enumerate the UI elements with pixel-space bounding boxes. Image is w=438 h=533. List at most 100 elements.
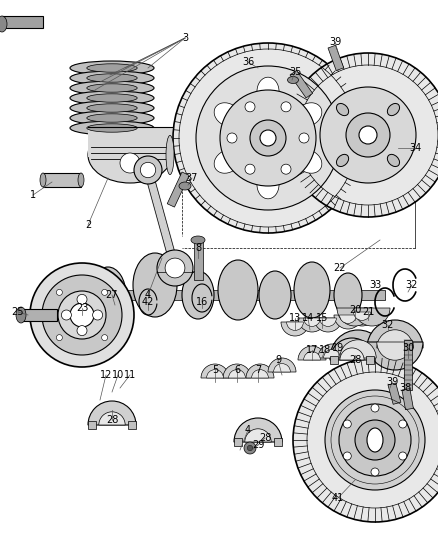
Wedge shape <box>354 308 390 326</box>
Circle shape <box>102 335 108 341</box>
Ellipse shape <box>87 124 137 132</box>
Ellipse shape <box>70 91 154 105</box>
Ellipse shape <box>336 103 349 116</box>
Ellipse shape <box>87 104 137 112</box>
Bar <box>274 438 282 446</box>
Ellipse shape <box>70 111 154 125</box>
Circle shape <box>42 275 122 355</box>
Bar <box>404 340 412 390</box>
Text: 13: 13 <box>289 313 301 323</box>
Circle shape <box>157 250 193 286</box>
Wedge shape <box>304 352 321 360</box>
Ellipse shape <box>70 61 154 75</box>
Bar <box>19 309 57 321</box>
Circle shape <box>245 102 255 112</box>
Wedge shape <box>367 320 423 348</box>
Ellipse shape <box>218 260 258 320</box>
Circle shape <box>165 258 185 278</box>
Ellipse shape <box>40 173 46 187</box>
Wedge shape <box>274 364 290 372</box>
Ellipse shape <box>0 16 7 32</box>
Bar <box>366 356 374 364</box>
Wedge shape <box>353 312 371 320</box>
Circle shape <box>346 113 390 157</box>
Circle shape <box>92 310 102 320</box>
Text: 6: 6 <box>234 365 240 375</box>
Circle shape <box>399 420 407 428</box>
Wedge shape <box>377 342 413 360</box>
Bar <box>234 438 242 446</box>
Text: 17: 17 <box>306 345 318 355</box>
Circle shape <box>120 153 140 173</box>
Text: 12: 12 <box>100 370 112 380</box>
Text: 25: 25 <box>12 307 24 317</box>
Text: 9: 9 <box>275 355 281 365</box>
Circle shape <box>227 133 237 143</box>
Circle shape <box>325 390 425 490</box>
Text: 19: 19 <box>332 343 344 353</box>
Ellipse shape <box>259 271 291 319</box>
Circle shape <box>299 133 309 143</box>
Circle shape <box>250 120 286 156</box>
Bar <box>88 421 96 429</box>
Wedge shape <box>330 338 374 360</box>
Ellipse shape <box>387 155 399 166</box>
Text: 22: 22 <box>334 263 346 273</box>
Text: 3: 3 <box>182 33 188 43</box>
Wedge shape <box>339 315 357 324</box>
Wedge shape <box>298 346 326 360</box>
Circle shape <box>320 87 416 183</box>
Text: 15: 15 <box>316 313 328 323</box>
Bar <box>388 383 401 405</box>
Wedge shape <box>251 369 268 378</box>
Ellipse shape <box>214 103 241 126</box>
Ellipse shape <box>87 114 137 122</box>
Wedge shape <box>367 342 423 370</box>
Circle shape <box>77 326 87 336</box>
Bar <box>290 70 313 98</box>
Wedge shape <box>246 364 274 378</box>
Text: 16: 16 <box>196 297 208 307</box>
Ellipse shape <box>182 271 214 319</box>
Text: 36: 36 <box>242 57 254 67</box>
Wedge shape <box>234 418 282 442</box>
Text: 23: 23 <box>76 303 88 313</box>
Ellipse shape <box>294 262 330 318</box>
Bar <box>194 240 203 280</box>
Wedge shape <box>201 364 229 378</box>
Wedge shape <box>298 318 326 332</box>
Ellipse shape <box>257 171 279 199</box>
Text: 1: 1 <box>30 190 36 200</box>
Bar <box>328 45 344 70</box>
Text: 37: 37 <box>186 173 198 183</box>
Text: 10: 10 <box>112 370 124 380</box>
Ellipse shape <box>70 81 154 95</box>
Wedge shape <box>207 369 223 378</box>
Wedge shape <box>268 358 296 372</box>
Circle shape <box>371 468 379 476</box>
Text: 18: 18 <box>319 345 331 355</box>
Wedge shape <box>377 330 413 348</box>
Text: 32: 32 <box>406 280 418 290</box>
Ellipse shape <box>257 77 279 105</box>
Bar <box>167 172 189 207</box>
Ellipse shape <box>16 307 26 323</box>
Wedge shape <box>304 318 321 326</box>
Circle shape <box>58 291 106 339</box>
Wedge shape <box>348 312 376 326</box>
Bar <box>402 389 413 410</box>
Circle shape <box>260 130 276 146</box>
Circle shape <box>293 358 438 522</box>
Ellipse shape <box>295 150 322 173</box>
Circle shape <box>57 289 62 295</box>
Ellipse shape <box>166 135 174 175</box>
Ellipse shape <box>87 64 137 72</box>
Circle shape <box>102 289 108 295</box>
Circle shape <box>173 43 363 233</box>
Text: 28: 28 <box>106 415 118 425</box>
Wedge shape <box>318 344 346 358</box>
Wedge shape <box>286 322 304 330</box>
Bar <box>43 173 81 187</box>
Ellipse shape <box>334 273 362 317</box>
Text: 28: 28 <box>259 433 271 443</box>
